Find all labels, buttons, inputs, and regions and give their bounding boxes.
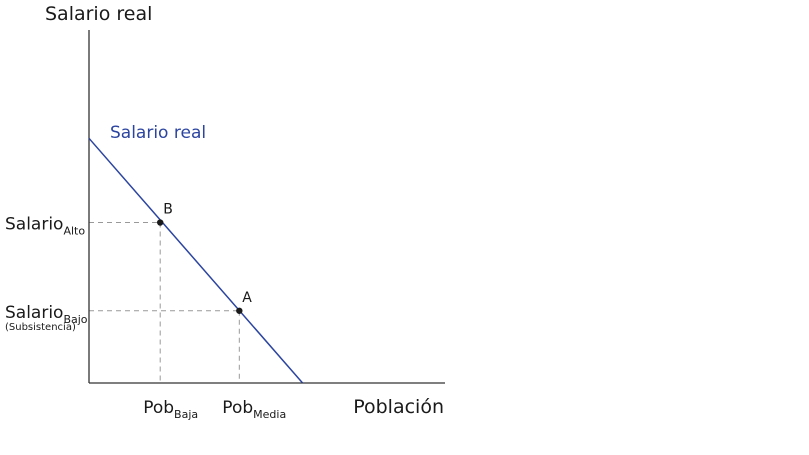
series-layer bbox=[88, 137, 304, 384]
point-label-a: A bbox=[242, 290, 252, 306]
y-tick-label-0: SalarioAlto bbox=[5, 215, 85, 238]
x-tick-label-0: PobBaja bbox=[143, 398, 198, 421]
series-line-0 bbox=[88, 137, 304, 384]
y-tick-label-1: SalarioBajo bbox=[5, 303, 88, 326]
point-a bbox=[236, 307, 243, 314]
point-b bbox=[157, 219, 164, 226]
ticks-layer: SalarioAlto SalarioBajo(Subsistencia) PobB… bbox=[5, 215, 286, 421]
series-label: Salario real bbox=[110, 123, 206, 143]
y-axis-title: Salario real bbox=[45, 3, 152, 25]
points-layer: BA bbox=[157, 202, 252, 314]
point-label-b: B bbox=[163, 202, 173, 218]
y-tick-note-1: (Subsistencia) bbox=[5, 322, 76, 333]
guide-lines bbox=[89, 222, 240, 383]
axes bbox=[88, 30, 445, 384]
x-axis-title: Población bbox=[353, 396, 444, 418]
x-tick-label-1: PobMedia bbox=[222, 398, 286, 421]
